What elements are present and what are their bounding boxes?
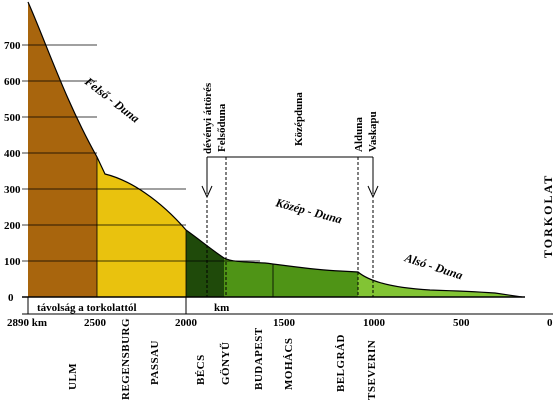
- iron-gate-label: Vaskapu: [367, 111, 379, 152]
- gridlines: [22, 44, 260, 262]
- city-label-tseverin: TSEVERIN: [366, 340, 378, 400]
- x-tick-label: 1500: [273, 317, 296, 329]
- x-tick-label: 1000: [363, 317, 386, 329]
- river-mouth-label: TORKOLAT: [541, 174, 555, 258]
- y-axis-labels: 700 600 500 400 300 200 100 0: [4, 40, 21, 304]
- x-tick-label: 2000: [175, 317, 198, 329]
- city-labels: ULM REGENSBURG PASSAU BÉCS GÖNYŰ BUDAPES…: [67, 318, 378, 400]
- region-upper-yellow: [97, 157, 186, 297]
- x-tick-label: 0: [547, 317, 553, 329]
- upper-danube-vertical-label: Felsőduna: [216, 103, 228, 152]
- profile-line: [27, 1, 523, 298]
- x-tick-label: 2890 km: [7, 317, 47, 329]
- km-label: km: [214, 302, 229, 314]
- region-middle-dark: [186, 230, 224, 297]
- region-middle-green: [224, 258, 358, 297]
- y-tick-label: 600: [4, 76, 21, 88]
- y-tick-label: 700: [4, 40, 21, 52]
- region-upper-brown: [28, 2, 97, 297]
- city-label-passau: PASSAU: [149, 340, 161, 385]
- axis-ticks: [27, 297, 187, 314]
- y-tick-label: 200: [4, 220, 21, 232]
- y-tick-label: 500: [4, 112, 21, 124]
- x-tick-label: 500: [453, 317, 470, 329]
- city-label-belgrad: BELGRÁD: [335, 334, 347, 392]
- y-tick-label: 0: [8, 292, 14, 304]
- upper-danube-label: Felső - Duna: [81, 74, 142, 126]
- y-tick-label: 400: [4, 148, 21, 160]
- section-dividers: [96, 157, 274, 297]
- distance-label: távolság a torkolattól: [37, 302, 137, 314]
- region-lower-light: [358, 272, 522, 297]
- lower-danube-label: Alsó - Duna: [402, 250, 464, 282]
- city-label-becs: BÉCS: [195, 354, 207, 385]
- city-label-regensburg: REGENSBURG: [120, 318, 132, 400]
- x-axis-labels: 2890 km 2500 2000 1500 1000 500 0: [7, 317, 553, 329]
- y-tick-label: 100: [4, 256, 21, 268]
- middle-danube-label: Közép - Duna: [273, 195, 343, 226]
- lower-danube-gorge-label: Alduna: [353, 117, 365, 152]
- city-label-ulm: ULM: [67, 363, 79, 390]
- city-label-mohacs: MOHÁCS: [283, 338, 295, 391]
- x-tick-label: 2500: [84, 317, 107, 329]
- middle-section-bracket: [201, 156, 379, 199]
- middle-danube-vertical-label: Középduna: [293, 92, 305, 146]
- dashed-markers: [206, 157, 374, 297]
- deveny-gap-label: dévényi áttörés: [202, 82, 214, 154]
- y-tick-label: 300: [4, 184, 21, 196]
- city-label-gonyu: GÖNYŰ: [219, 342, 232, 385]
- city-label-budapest: BUDAPEST: [253, 327, 265, 390]
